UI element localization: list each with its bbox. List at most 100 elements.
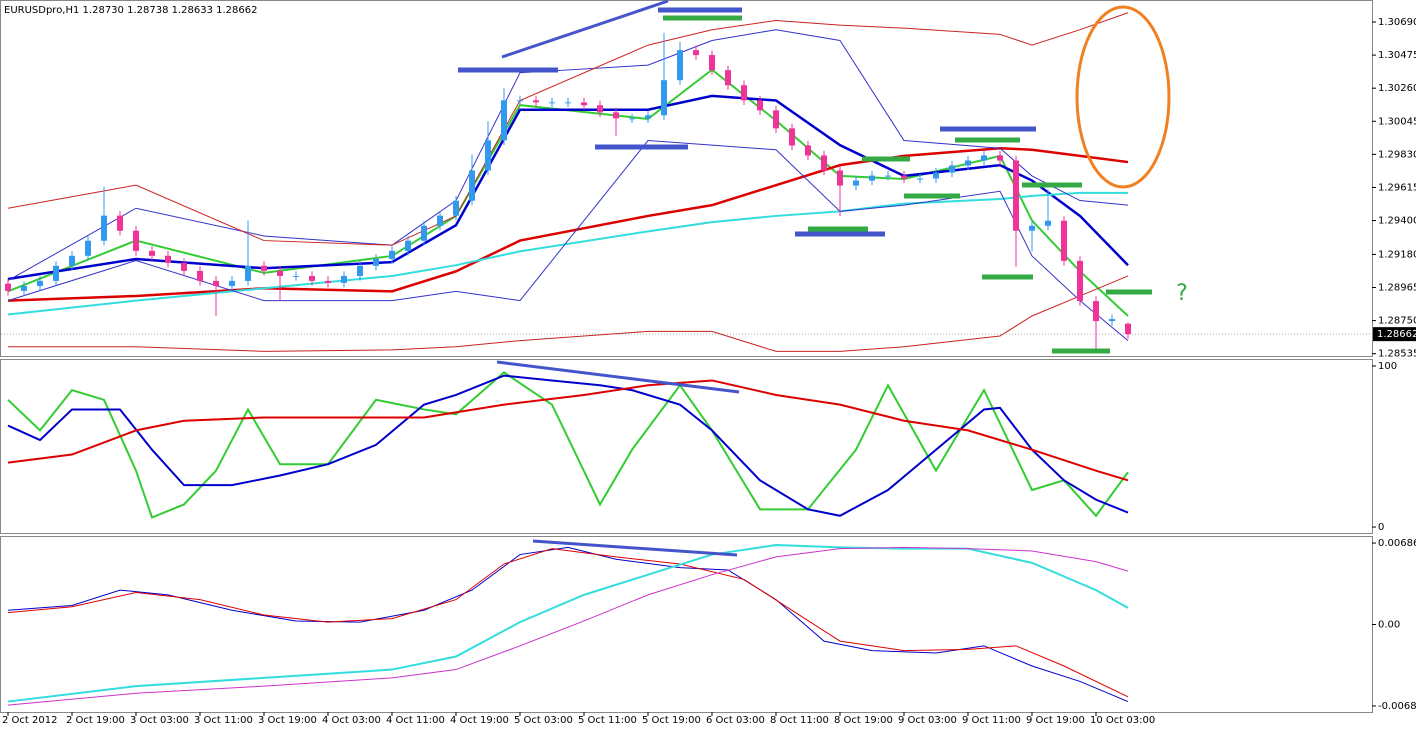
- x-tick-label: 8 Oct 11:00: [770, 715, 829, 726]
- candle-body: [421, 225, 427, 241]
- y-tick-label: 1.29830: [1378, 149, 1416, 160]
- candle-body: [629, 118, 635, 120]
- x-tick-label: 5 Oct 03:00: [514, 715, 573, 726]
- candle-body: [1125, 323, 1131, 335]
- indicator-line: [7, 374, 1129, 517]
- oscillator-pane: [0, 359, 1373, 534]
- candle-body: [773, 110, 779, 129]
- trendline: [501, 0, 669, 59]
- candle-body: [85, 240, 91, 256]
- indicator-line: [7, 546, 1129, 706]
- indicator-line: [7, 12, 1129, 246]
- x-tick-label: 4 Oct 11:00: [386, 715, 445, 726]
- indicator-line: [8, 275, 1129, 352]
- y-tick-label: 100: [1378, 361, 1397, 372]
- x-tick-label: 3 Oct 11:00: [194, 715, 253, 726]
- candle-body: [565, 102, 571, 104]
- highlight-ellipse: [1075, 5, 1171, 189]
- candle-body: [981, 155, 987, 161]
- indicator-line: [7, 146, 1129, 302]
- candle-body: [213, 280, 219, 286]
- indicator-line: [7, 544, 1129, 703]
- candle-body: [805, 145, 811, 156]
- y-tick-label: 1.30260: [1378, 83, 1416, 94]
- candle-body: [677, 50, 683, 81]
- marks: 1.30690 1.30475 1.30260 1.30045 1.29830 1.296…: [1, 12, 1416, 726]
- candle-body: [5, 283, 11, 291]
- candle-body: [37, 280, 43, 286]
- y-tick-label: 0.00: [1378, 620, 1400, 631]
- x-tick-label: 5 Oct 19:00: [642, 715, 701, 726]
- x-tick-label: 4 Oct 19:00: [450, 715, 509, 726]
- candle-body: [789, 128, 795, 146]
- trendlines: [496, 0, 740, 557]
- last-price-label: 1.28662: [1377, 329, 1416, 340]
- y-tick-label: -0.006869: [1378, 701, 1416, 712]
- candle-body: [917, 178, 923, 180]
- trendline: [496, 360, 740, 394]
- candle-body: [517, 100, 523, 102]
- candle-body: [389, 250, 395, 259]
- candle-body: [613, 112, 619, 119]
- candle-body: [581, 102, 587, 106]
- candle-body: [277, 270, 283, 276]
- chart-title: EURUSDpro,H1 1.28730 1.28738 1.28633 1.2…: [4, 5, 258, 16]
- y-tick-label: 1.28965: [1378, 283, 1416, 294]
- candle-body: [1013, 160, 1019, 231]
- candle-body: [181, 262, 187, 271]
- y-tick-label: 1.29615: [1378, 182, 1416, 193]
- trendline: [532, 539, 738, 557]
- y-tick-label: 1.28535: [1378, 349, 1416, 360]
- indicator-line: [7, 371, 1129, 519]
- candle-body: [261, 265, 267, 271]
- candle-body: [341, 275, 347, 283]
- candle-body: [325, 280, 331, 283]
- x-tick-label: 2 Oct 19:00: [66, 715, 125, 726]
- candle-body: [21, 285, 27, 291]
- x-tick-label: 2 Oct 2012: [2, 715, 57, 726]
- candle-body: [933, 172, 939, 179]
- x-tick-label: 3 Oct 19:00: [258, 715, 317, 726]
- candle-body: [117, 215, 123, 231]
- candle-body: [725, 70, 731, 86]
- last-price-box: [1373, 327, 1416, 342]
- y-tick-label: 1.30690: [1378, 17, 1416, 28]
- candle-body: [741, 85, 747, 101]
- candle-body: [837, 170, 843, 186]
- x-tick-label: 4 Oct 03:00: [322, 715, 381, 726]
- indicator-line: [7, 548, 1129, 698]
- candle-body: [661, 80, 667, 116]
- y-tick-label: 0: [1378, 522, 1384, 533]
- candle-body: [709, 55, 715, 71]
- candle-body: [821, 155, 827, 171]
- y-tick-label: 1.29400: [1378, 216, 1416, 227]
- annotation: ?: [1176, 281, 1188, 306]
- indicator-line: [7, 29, 1129, 282]
- candle-body: [485, 140, 491, 171]
- x-tick-label: 9 Oct 19:00: [1026, 715, 1085, 726]
- main-pane: [0, 0, 1373, 357]
- indicator-line: [7, 191, 1128, 316]
- candle-body: [101, 215, 107, 241]
- indicator-line: [7, 140, 1129, 341]
- x-tick-label: 8 Oct 19:00: [834, 715, 893, 726]
- candle-body: [997, 155, 1003, 161]
- candle-body: [501, 100, 507, 141]
- x-tick-label: 9 Oct 03:00: [898, 715, 957, 726]
- candle-body: [1045, 220, 1051, 226]
- candle-body: [469, 170, 475, 201]
- candle-body: [53, 265, 59, 281]
- indicator-line: [7, 94, 1129, 281]
- level-markers: [458, 7, 1152, 354]
- candle-body: [245, 265, 251, 281]
- candle-body: [1077, 260, 1083, 302]
- indicator-line: [7, 379, 1129, 482]
- candle-body: [309, 275, 315, 281]
- candle-body: [949, 165, 955, 173]
- y-tick-label: 1.28750: [1378, 316, 1416, 327]
- x-tick-label: 6 Oct 03:00: [706, 715, 765, 726]
- candle-body: [149, 250, 155, 256]
- candle-body: [357, 265, 363, 276]
